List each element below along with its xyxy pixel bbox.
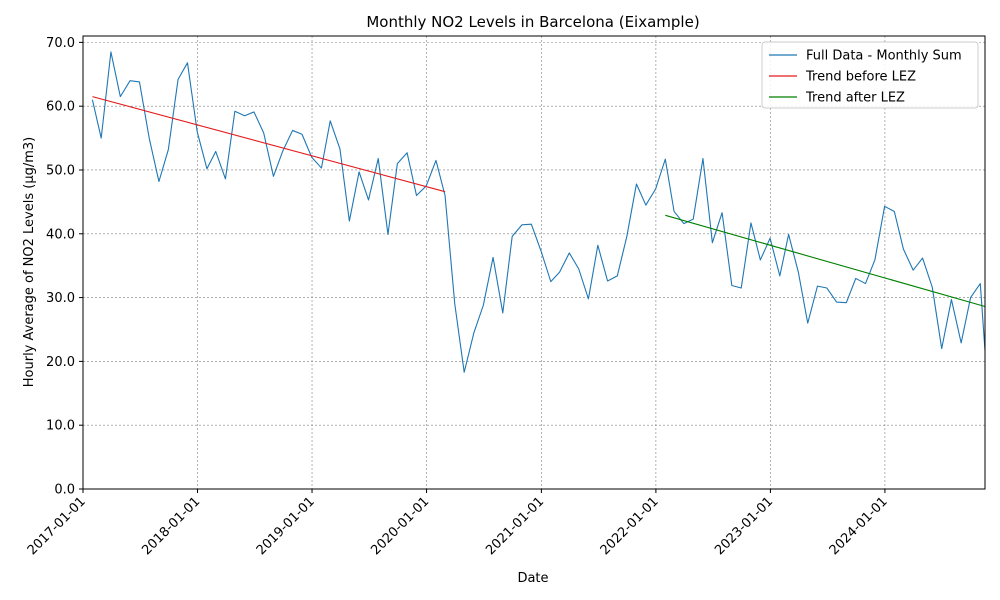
axis-layer: 0.0 10.0 20.0 30.0 40.0 50.0 60.0 70.0 2017-01-0… (25, 36, 891, 558)
legend-item-trend-before-lez: Trend before LEZ (769, 70, 916, 85)
grid-layer (83, 36, 985, 490)
y-axis-label: Hourly Average of NO2 Levels (µg/m3) (22, 137, 37, 388)
trend-before-lez-line (92, 96, 446, 193)
legend-label: Full Data - Monthly Sum (806, 49, 962, 64)
y-tick-label: 30.0 (46, 291, 75, 306)
legend-item-full-data: Full Data - Monthly Sum (769, 49, 962, 64)
legend-box (761, 41, 979, 109)
y-tick-label: 50.0 (46, 163, 75, 178)
x-tick-label: 2017-01-01 (25, 494, 89, 558)
x-tick-label: 2023-01-01 (712, 494, 776, 558)
trend-after-lez-line (665, 214, 986, 308)
y-tick-label: 40.0 (46, 227, 75, 242)
full-data-line (91, 51, 986, 373)
x-tick-label: 2019-01-01 (254, 494, 318, 558)
plot-frame (82, 35, 986, 490)
y-tick-label: 70.0 (46, 36, 75, 51)
x-tick-label: 2020-01-01 (368, 494, 432, 558)
x-tick-label: 2021-01-01 (483, 494, 547, 558)
series-layer (91, 51, 986, 373)
legend-label: Trend before LEZ (805, 70, 916, 85)
legend-items: Full Data - Monthly Sum Trend before LEZ T… (769, 49, 962, 106)
legend: Full Data - Monthly Sum Trend before LEZ T… (761, 41, 979, 109)
x-tick-label: 2022-01-01 (598, 494, 662, 558)
y-tick-label: 10.0 (46, 419, 75, 434)
y-tick-label: 0.0 (54, 483, 75, 498)
legend-item-trend-after-lez: Trend after LEZ (769, 91, 905, 106)
x-tick-label: 2018-01-01 (139, 494, 203, 558)
y-tick-label: 20.0 (46, 355, 75, 370)
x-axis-label: Date (517, 571, 548, 586)
chart-title: Monthly NO2 Levels in Barcelona (Eixampl… (366, 13, 699, 31)
legend-label: Trend after LEZ (805, 91, 905, 106)
y-tick-label: 60.0 (46, 100, 75, 115)
x-tick-label: 2024-01-01 (827, 494, 891, 558)
